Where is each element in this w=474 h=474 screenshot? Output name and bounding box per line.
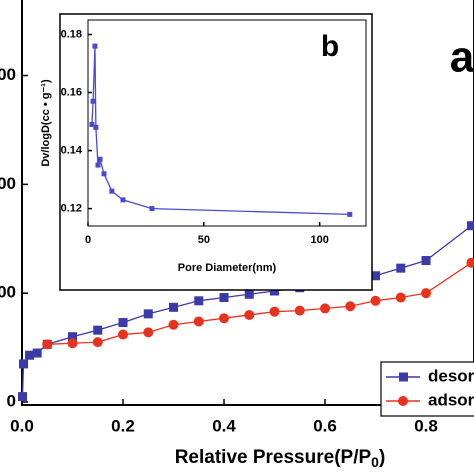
x-tick-label: 100 xyxy=(310,234,328,246)
marker xyxy=(347,211,353,217)
marker xyxy=(193,316,204,327)
x-tick-label: 0.0 xyxy=(10,417,34,436)
marker xyxy=(42,339,53,350)
legend-marker xyxy=(398,396,408,406)
inset-frame xyxy=(59,13,373,291)
marker xyxy=(89,121,95,127)
marker xyxy=(269,306,280,317)
marker xyxy=(466,257,474,268)
marker xyxy=(32,348,42,358)
legend-label: desorption xyxy=(428,366,474,385)
legend-marker xyxy=(399,372,408,382)
x-tick-label: 0.4 xyxy=(212,417,236,436)
marker xyxy=(466,221,474,231)
marker xyxy=(67,338,78,349)
marker xyxy=(18,392,28,402)
x-axis-label: Pore Diameter(nm) xyxy=(178,262,277,274)
x-label-sub: 0 xyxy=(371,454,379,470)
x-tick-label: 0.2 xyxy=(111,417,135,436)
marker xyxy=(421,288,432,299)
y-tick-label: 0.18 xyxy=(61,28,82,40)
legend-label: adsorption xyxy=(428,390,474,409)
marker xyxy=(294,305,305,316)
marker xyxy=(320,303,331,314)
marker xyxy=(244,289,254,299)
y-tick-label: 0 xyxy=(7,391,16,410)
marker xyxy=(395,292,406,303)
marker xyxy=(95,162,101,168)
marker xyxy=(120,197,126,203)
y-axis-label: Dv/logD(cc • g⁻¹) xyxy=(40,79,52,167)
x-axis-label: Relative Pressure(P/P0) xyxy=(175,447,386,470)
marker xyxy=(93,325,103,335)
panel-label: a xyxy=(450,33,474,82)
marker xyxy=(244,309,255,320)
y-tick-label: 200 xyxy=(0,174,16,193)
y-tick-label: 0.14 xyxy=(61,144,83,156)
marker xyxy=(168,319,179,330)
marker xyxy=(194,296,204,306)
y-tick-label: 0.16 xyxy=(61,86,82,98)
marker xyxy=(149,206,155,212)
y-tick-label: 0.12 xyxy=(61,202,82,214)
marker xyxy=(118,329,129,340)
plot: 0 50 100 0.12 0.14 0.16 0.18 b Pore Diameter(nm)… xyxy=(40,13,373,291)
marker xyxy=(101,171,107,177)
marker xyxy=(92,337,103,348)
marker xyxy=(421,256,431,266)
marker xyxy=(370,295,381,306)
marker xyxy=(25,350,35,360)
marker xyxy=(219,313,230,324)
x-tick-label: 0.8 xyxy=(414,417,438,436)
marker xyxy=(169,302,179,312)
marker xyxy=(219,293,229,303)
marker xyxy=(93,124,99,130)
marker xyxy=(19,359,29,369)
x-label-end: ) xyxy=(379,447,385,468)
legend: desorption adsorption xyxy=(380,361,474,417)
x-tick-label: 0 xyxy=(85,234,91,246)
marker xyxy=(143,309,153,319)
marker xyxy=(270,286,280,296)
marker xyxy=(97,156,103,162)
x-tick-label: 0.6 xyxy=(313,417,337,436)
axes-frame xyxy=(87,19,367,227)
marker xyxy=(109,188,115,194)
x-label-text: Relative Pressure(P/P xyxy=(175,447,372,468)
axes-frame xyxy=(21,0,474,406)
marker xyxy=(118,318,128,328)
y-tick-label: 100 xyxy=(0,283,16,302)
marker xyxy=(68,332,78,342)
panel-label: b xyxy=(321,30,339,63)
y-tick-label: 300 xyxy=(0,65,16,84)
x-tick-label: 50 xyxy=(198,234,210,246)
marker xyxy=(345,301,356,312)
marker xyxy=(371,271,381,281)
marker xyxy=(90,98,96,104)
legend-box xyxy=(380,361,474,417)
marker xyxy=(396,263,406,273)
marker xyxy=(92,43,98,49)
marker xyxy=(143,327,154,338)
